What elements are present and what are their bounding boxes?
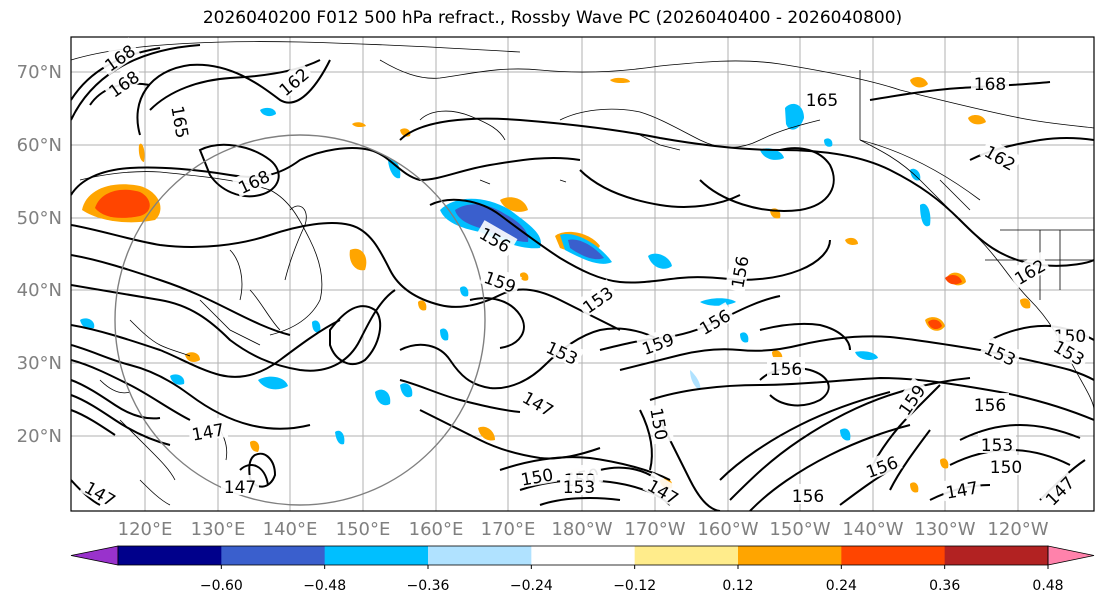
- contour-label-background: [767, 357, 805, 377]
- colorbar-segment: [738, 546, 842, 565]
- contour-label: 156: [770, 360, 802, 380]
- longitude-label: 140°E: [263, 519, 318, 540]
- contour-label: 153: [563, 478, 595, 498]
- contour-label-background: [541, 334, 585, 369]
- colorbar: −0.60 −0.48 −0.36 −0.24 −0.12 0.12 0.24 0.36 0.4…: [70, 545, 1095, 594]
- contour-label-background: [971, 393, 1009, 413]
- latitude-label: 70°N: [17, 62, 62, 83]
- contour-label-background: [516, 461, 558, 489]
- contour-label: 156: [792, 487, 824, 507]
- negative-anomaly-shading: [80, 103, 931, 445]
- contour-label-background: [79, 474, 123, 511]
- colorbar-segment: [324, 546, 429, 565]
- contour-label-background: [647, 403, 675, 445]
- contour-label-background: [987, 455, 1025, 475]
- contour-label-background: [271, 60, 314, 101]
- latitude-labels: 70°N 60°N 50°N 40°N 30°N 20°N: [17, 62, 62, 447]
- longitude-label: 170°E: [481, 519, 536, 540]
- colorbar-segment: [221, 546, 326, 565]
- colorbar-segment: [944, 546, 1049, 565]
- colorbar-tick-label: 0.48: [1032, 578, 1063, 594]
- contour-label-background: [231, 163, 275, 198]
- contour-label-background: [168, 101, 196, 143]
- colorbar-tick-label: 0.24: [826, 578, 857, 594]
- colorbar-tick-label: −0.12: [613, 578, 656, 594]
- colorbar-extend-max: [1047, 545, 1095, 566]
- contour-label-background: [1007, 252, 1051, 289]
- longitude-label: 160°E: [409, 519, 464, 540]
- contour-label: 165: [806, 91, 838, 111]
- longitude-label: 120°W: [987, 519, 1048, 540]
- rossby-wave-circle: [114, 134, 486, 506]
- longitude-label: 180°W: [551, 519, 612, 540]
- latitude-label: 60°N: [17, 135, 62, 156]
- contour-label-background: [642, 472, 686, 509]
- contour-label-background: [1048, 333, 1092, 370]
- longitude-label: 140°W: [842, 519, 903, 540]
- colorbar-tick-label: 0.36: [929, 578, 960, 594]
- longitude-label: 150°W: [769, 519, 830, 540]
- contour-label-background: [221, 475, 259, 495]
- colorbar-tick-label: −0.60: [200, 578, 243, 594]
- latitude-label: 30°N: [17, 353, 62, 374]
- contour-label-background: [724, 251, 752, 293]
- longitude-label: 170°W: [624, 519, 685, 540]
- longitude-label: 120°E: [118, 519, 173, 540]
- contour-label-background: [978, 433, 1016, 453]
- longitude-label: 150°E: [336, 519, 391, 540]
- colorbar-tick-label: −0.36: [407, 578, 450, 594]
- map-frame: [70, 36, 1095, 512]
- positive-anomaly-shading: [82, 76, 1031, 493]
- colorbar-tick-label: −0.48: [303, 578, 346, 594]
- colorbar-tick-label: 0.12: [722, 578, 753, 594]
- contour-label: 147: [224, 478, 256, 498]
- contour-label-background: [474, 220, 518, 257]
- map-title: 2026040200 F012 500 hPa refract., Rossby…: [202, 8, 903, 28]
- contour-label: 168: [974, 75, 1006, 95]
- contour-label-background: [860, 449, 903, 482]
- colorbar-outline: [117, 545, 1049, 566]
- contour-label-background: [97, 37, 141, 76]
- latitude-label: 50°N: [17, 208, 62, 229]
- colorbar-segment: [118, 546, 222, 565]
- longitude-label: 160°W: [697, 519, 758, 540]
- colorbar-extend-min: [70, 545, 119, 566]
- contour-label-background: [560, 475, 598, 495]
- contour-label-background: [979, 335, 1023, 370]
- colorbar-segment: [841, 546, 946, 565]
- contour-label-background: [803, 88, 841, 108]
- contour-label: 150: [990, 458, 1022, 478]
- contour-label-background: [971, 72, 1009, 92]
- contour-label-background: [789, 484, 827, 504]
- contour-label-background: [101, 63, 145, 102]
- colorbar-tick-label: −0.24: [510, 578, 553, 594]
- contour-label-background: [941, 474, 983, 502]
- contour-label-background: [575, 279, 619, 318]
- longitude-labels: 120°E 130°E 140°E 150°E 160°E 170°E 180°W 170°W…: [118, 519, 1049, 540]
- contour-label-background: [692, 302, 736, 339]
- longitude-label: 130°E: [191, 519, 246, 540]
- contour-label-background: [1038, 469, 1080, 511]
- latitude-label: 20°N: [17, 426, 62, 447]
- colorbar-segment: [428, 546, 532, 565]
- contour-label-background: [636, 326, 679, 359]
- contour-label-background: [479, 264, 522, 297]
- latitude-label: 40°N: [17, 280, 62, 301]
- contour-label: 156: [974, 396, 1006, 416]
- contour-label-background: [891, 377, 930, 421]
- colorbar-segment: [634, 546, 739, 565]
- longitude-label: 130°W: [914, 519, 975, 540]
- contour-label-background: [517, 384, 561, 421]
- contour-label-background: [979, 138, 1023, 175]
- contour-label: 153: [981, 436, 1013, 456]
- colorbar-segment: [531, 546, 636, 565]
- contour-label-background: [187, 416, 229, 444]
